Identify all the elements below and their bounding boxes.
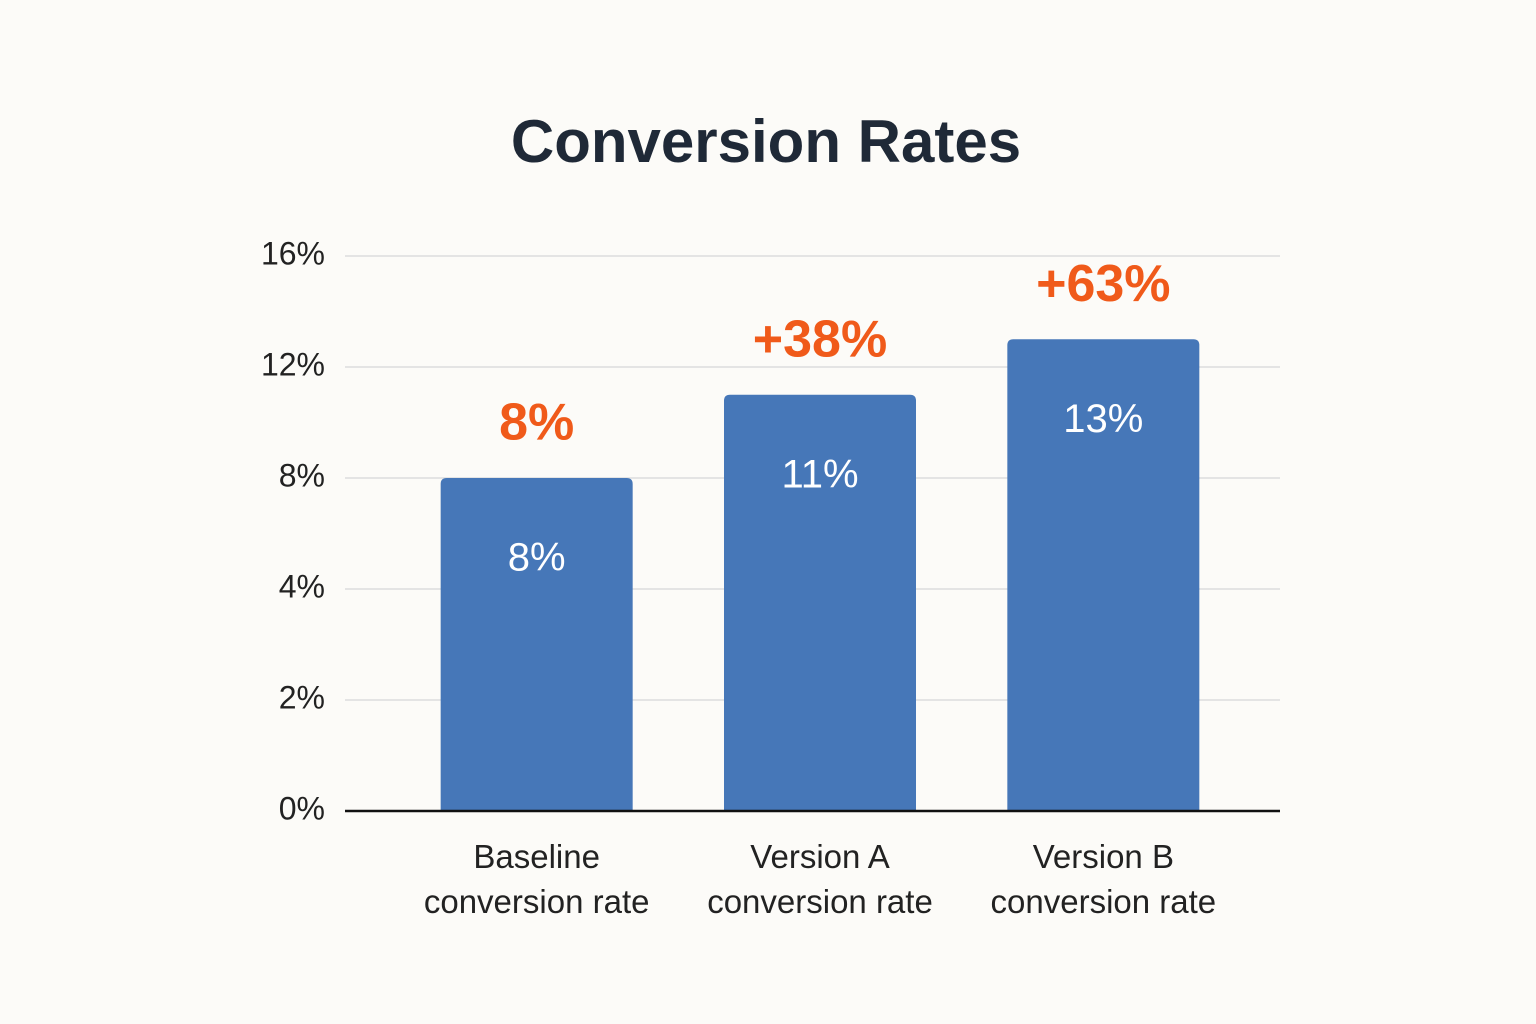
annotation: +38% xyxy=(753,310,887,368)
y-tick-label: 4% xyxy=(279,568,325,604)
y-tick-label: 0% xyxy=(279,790,325,826)
x-tick-label: Version B conversion rate xyxy=(990,838,1217,920)
y-tick-label: 16% xyxy=(261,235,325,271)
y-tick-label: 12% xyxy=(261,346,325,382)
y-tick-label: 8% xyxy=(279,457,325,493)
bar xyxy=(724,394,916,811)
y-tick-label: 2% xyxy=(279,679,325,715)
x-tick-label: Version A conversion rate xyxy=(707,838,933,920)
value-label: 8% xyxy=(508,536,566,580)
bar xyxy=(1007,339,1200,811)
chart-title: Conversion Rates xyxy=(511,108,1021,175)
x-tick-label: Baseline conversion rate xyxy=(423,838,650,920)
bar xyxy=(440,478,633,811)
value-label: 13% xyxy=(1063,397,1143,441)
annotation: +63% xyxy=(1036,255,1170,313)
annotation: 8% xyxy=(499,394,574,452)
value-label: 11% xyxy=(781,452,858,496)
